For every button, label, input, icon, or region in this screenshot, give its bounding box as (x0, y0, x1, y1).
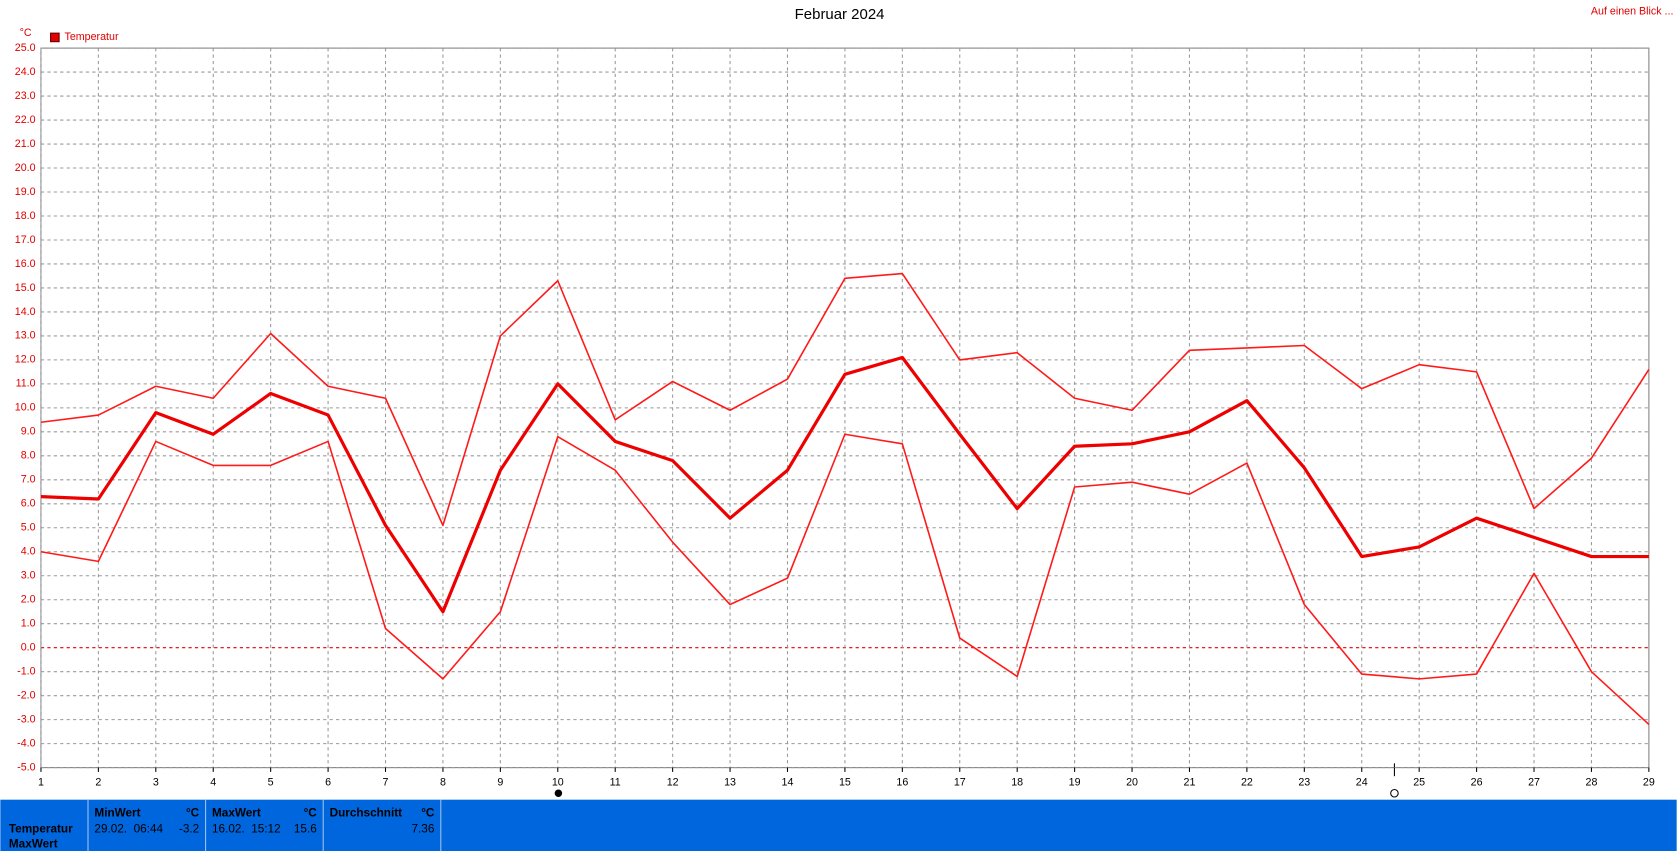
col-header: MinWert (94, 807, 140, 820)
col-unit: °C (421, 807, 435, 820)
x-tick-label: 25 (1413, 776, 1425, 788)
x-tick-label: 8 (440, 776, 446, 788)
y-tick-label: 24.0 (15, 66, 36, 78)
x-tick-label: 29 (1643, 776, 1655, 788)
overview-link[interactable]: Auf einen Blick ... (1591, 6, 1674, 18)
y-tick-label: 17.0 (15, 234, 36, 246)
col-time: 16.02. 15:12 (212, 823, 281, 836)
y-tick-label: 11.0 (16, 378, 36, 390)
y-tick-label: 5.0 (21, 522, 36, 534)
x-tick-label: 16 (896, 776, 908, 788)
y-tick-label: 3.0 (21, 570, 36, 582)
marker-max (554, 789, 563, 798)
stats-panel (0, 799, 1677, 851)
legend-label: Temperatur (64, 31, 118, 43)
x-tick-label: 7 (383, 776, 389, 788)
y-tick-label: 4.0 (21, 546, 36, 558)
y-tick-label: 1.0 (21, 618, 36, 630)
x-tick-label: 19 (1069, 776, 1081, 788)
y-tick-label: 20.0 (15, 162, 36, 174)
y-tick-label: -4.0 (17, 737, 35, 749)
x-tick-label: 23 (1298, 776, 1310, 788)
x-tick-label: 13 (724, 776, 736, 788)
y-tick-label: 18.0 (15, 210, 36, 222)
y-tick-label: 23.0 (15, 90, 36, 102)
chart-title: Februar 2024 (795, 6, 885, 23)
x-tick-label: 20 (1126, 776, 1138, 788)
col-value: -3.2 (179, 823, 199, 836)
y-tick-label: 0.0 (21, 642, 36, 654)
y-tick-label: 25.0 (15, 42, 36, 54)
x-tick-label: 26 (1471, 776, 1483, 788)
x-tick-label: 6 (325, 776, 331, 788)
y-tick-label: 2.0 (21, 594, 36, 606)
x-tick-label: 27 (1528, 776, 1540, 788)
x-tick-label: 14 (782, 776, 794, 788)
row-label: MaxWert (9, 838, 58, 851)
x-tick-label: 9 (497, 776, 503, 788)
y-tick-label: 8.0 (21, 450, 36, 462)
legend-swatch (50, 32, 60, 43)
y-tick-label: 6.0 (21, 498, 36, 510)
col-time: 29.02. 06:44 (94, 823, 163, 836)
x-tick-label: 12 (667, 776, 679, 788)
x-tick-label: 28 (1586, 776, 1598, 788)
col-header: MaxWert (212, 807, 261, 820)
y-tick-label: -3.0 (17, 713, 35, 725)
x-tick-label: 18 (1011, 776, 1023, 788)
x-tick-label: 22 (1241, 776, 1253, 788)
x-tick-label: 5 (268, 776, 274, 788)
x-tick-label: 21 (1184, 776, 1196, 788)
x-tick-label: 2 (95, 776, 101, 788)
y-tick-label: -2.0 (17, 689, 35, 701)
x-tick-label: 17 (954, 776, 966, 788)
y-tick-label: 19.0 (15, 186, 36, 198)
x-tick-label: 4 (210, 776, 216, 788)
y-tick-label: 13.0 (15, 330, 36, 342)
col-value: 15.6 (294, 823, 317, 836)
col-header: Durchschnitt (330, 807, 403, 820)
marker-min (1390, 788, 1399, 798)
y-tick-label: 21.0 (15, 138, 36, 150)
x-tick-label: 24 (1356, 776, 1368, 788)
y-tick-label: 10.0 (15, 402, 36, 414)
col-value: 7.36 (412, 823, 435, 836)
y-tick-label: 22.0 (15, 114, 36, 126)
y-tick-label: 16.0 (15, 258, 36, 270)
y-tick-label: -1.0 (17, 666, 35, 678)
y-tick-label: -5.0 (17, 761, 35, 773)
series-line (40, 433, 1650, 726)
y-tick-label: 12.0 (15, 354, 36, 366)
series-line (40, 355, 1649, 614)
x-tick-label: 1 (38, 776, 44, 788)
col-unit: °C (186, 807, 200, 820)
y-tick-label: 14.0 (15, 306, 36, 318)
x-tick-label: 3 (153, 776, 159, 788)
y-unit: °C (20, 27, 32, 39)
x-tick-label: 10 (552, 776, 564, 788)
series-line (40, 272, 1650, 527)
col-unit: °C (304, 807, 318, 820)
x-tick-label: 11 (610, 776, 621, 788)
row-label: Temperatur (9, 823, 73, 836)
y-tick-label: 7.0 (21, 474, 36, 486)
y-tick-label: 9.0 (21, 426, 36, 438)
panel-dividers (87, 799, 442, 851)
x-tick-label: 15 (839, 776, 851, 788)
y-tick-label: 15.0 (15, 282, 36, 294)
